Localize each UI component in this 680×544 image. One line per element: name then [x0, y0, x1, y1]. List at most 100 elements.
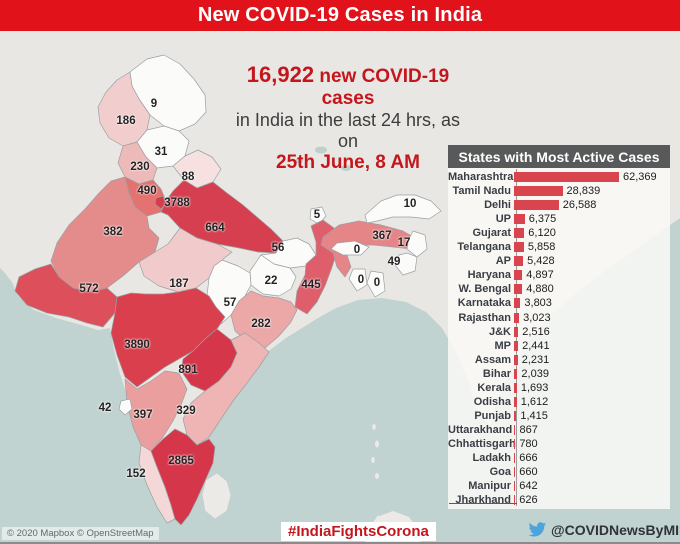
chart-category-label: Tamil Nadu	[452, 185, 511, 198]
headline-line1: 16,922 new COVID-19 cases	[224, 62, 472, 110]
new-cases-count: 16,922	[246, 62, 315, 87]
chart-value-label: 626	[519, 494, 538, 507]
state-cases-label-uttarakhand: 88	[181, 171, 195, 183]
state-shape-tripura	[348, 268, 368, 292]
state-cases-label-gujarat: 572	[79, 283, 99, 295]
chart-value-label: 2,039	[521, 367, 549, 380]
chart-row-tamil-nadu: Tamil Nadu 28,839	[448, 184, 670, 198]
chart-category-label: Assam	[474, 353, 511, 366]
chart-bar	[514, 424, 516, 435]
state-cases-label-mp: 187	[169, 278, 189, 290]
state-cases-label-punjab: 230	[130, 161, 150, 173]
chart-value-label: 6,375	[528, 213, 557, 226]
chart-bar	[514, 172, 619, 182]
chart-category-label: Ladakh	[472, 452, 511, 464]
chart-row-rajasthan: Rajasthan 3,023	[448, 311, 670, 325]
chart-axis-vertical	[516, 169, 517, 506]
headline-line1-rest: new COVID-19 cases	[314, 66, 450, 110]
chart-row-w-bengal: W. Bengal 4,880	[448, 282, 670, 296]
chart-row-chhattisgarh: Chhattisgarh 780	[448, 437, 670, 451]
chart-category-label: Uttarakhand	[448, 423, 513, 436]
chart-row-manipur: Manipur 642	[448, 479, 670, 493]
chart-bar	[514, 453, 516, 463]
state-cases-label-jk: 186	[116, 115, 136, 127]
state-cases-label-nagaland: 17	[397, 237, 411, 249]
chart-row-mp: MP 2,441	[448, 339, 670, 353]
chart-category-label: Chhattisgarh	[448, 437, 516, 450]
chart-category-label: Kerala	[477, 381, 511, 394]
state-cases-label-bihar: 56	[271, 242, 285, 254]
chart-bar	[514, 340, 519, 351]
chart-category-label: MP	[494, 339, 512, 352]
state-cases-label-haryana: 490	[137, 185, 157, 197]
chart-category-label: W. Bengal	[458, 283, 511, 296]
chart-row-delhi: Delhi 26,588	[448, 198, 670, 212]
chart-bar	[514, 368, 518, 379]
state-cases-label-meghalaya: 0	[353, 244, 361, 256]
headline-date: 25th June, 8 AM	[276, 151, 420, 173]
state-cases-label-delhi: 3788	[164, 197, 190, 209]
state-cases-label-manipur: 49	[387, 256, 401, 268]
state-shape-tamilnadu	[150, 428, 216, 526]
chart-row-j-k: J&K 2,516	[448, 325, 670, 339]
chart-row-gujarat: Gujarat 6,120	[448, 226, 670, 240]
chart-bar	[514, 354, 518, 365]
chart-category-label: Haryana	[467, 269, 511, 282]
state-shape-assam	[320, 220, 418, 278]
state-cases-label-ap: 329	[176, 405, 196, 417]
chart-axis-horizontal	[449, 503, 517, 504]
chart-value-label: 660	[519, 466, 538, 479]
page-title: New COVID-19 Cases in India	[197, 4, 483, 26]
state-shape-mizoram	[366, 270, 386, 298]
sri-lanka	[201, 472, 232, 520]
chart-bar	[514, 396, 517, 407]
headline: 16,922 new COVID-19 cases in India in th…	[224, 62, 472, 174]
chart-value-label: 666	[519, 452, 538, 464]
state-cases-label-ladakh: 9	[150, 98, 158, 110]
state-cases-label-maharashtra: 3890	[124, 339, 150, 351]
chart-value-label: 6,120	[528, 227, 556, 240]
chart-row-uttarakhand: Uttarakhand 867	[448, 423, 670, 437]
chart-bar	[514, 298, 521, 309]
chart-category-label: Manipur	[468, 480, 511, 493]
chart-category-label: UP	[495, 213, 511, 226]
chart-category-label: Jharkhand	[455, 494, 511, 507]
hashtag-badge: #IndiaFightsCorona	[281, 522, 436, 541]
state-cases-label-tripura: 0	[357, 274, 365, 286]
state-shape-manipur	[394, 252, 418, 276]
headline-line2: in India in the last 24 hrs, as on	[235, 110, 461, 151]
state-shape-arunachal	[364, 194, 442, 224]
chart-value-label: 2,441	[522, 339, 550, 352]
chart-category-label: Maharashtra	[448, 171, 514, 183]
chart-bar	[514, 312, 520, 323]
lake	[295, 158, 303, 164]
chart-row-ladakh: Ladakh 666	[448, 451, 670, 465]
chart-bar	[514, 270, 523, 281]
chart-value-label: 26,588	[562, 199, 597, 212]
twitter-handle-group: @COVIDNewsByMIB	[527, 522, 680, 538]
state-shape-karnataka	[124, 370, 188, 452]
chart-bar	[514, 256, 524, 267]
state-cases-label-rajasthan: 382	[103, 226, 123, 238]
chart-bar	[514, 495, 516, 506]
chart-category-label: AP	[495, 255, 511, 268]
state-cases-label-chhattisgarh: 57	[223, 297, 237, 309]
lake	[315, 146, 327, 154]
chart-bar	[514, 438, 516, 449]
chart-category-label: Gujarat	[472, 227, 511, 240]
chart-value-label: 28,839	[566, 185, 601, 198]
chart-value-label: 1,415	[520, 409, 548, 422]
state-shape-ap	[182, 332, 270, 446]
chart-bar	[514, 200, 559, 211]
twitter-handle: @COVIDNewsByMIB	[551, 522, 680, 538]
chart-row-telangana: Telangana 5,858	[448, 240, 670, 254]
state-cases-label-assam: 367	[372, 230, 392, 242]
chart-bar	[514, 186, 563, 197]
chart-value-label: 642	[519, 480, 538, 493]
chart-row-jharkhand: Jharkhand 626	[448, 493, 670, 507]
chart-category-label: Punjab	[474, 409, 511, 422]
state-shape-meghalaya	[330, 240, 370, 256]
bottom-edge-strip	[0, 542, 680, 544]
chart-row-bihar: Bihar 2,039	[448, 367, 670, 381]
